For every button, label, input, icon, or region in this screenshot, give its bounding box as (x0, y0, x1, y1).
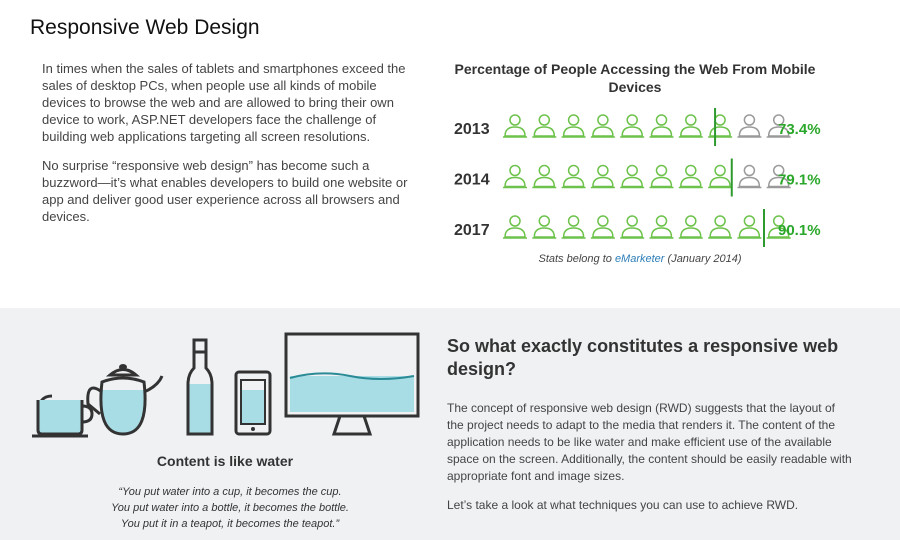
person-icon (620, 114, 645, 138)
person-icon (532, 215, 557, 239)
person-icon (590, 114, 615, 138)
page-title: Responsive Web Design (30, 16, 260, 39)
source-link[interactable]: eMarketer (614, 253, 665, 265)
person-icon (766, 215, 791, 239)
tablet-icon (234, 370, 272, 436)
rwd-heading: So what exactly constitutes a responsive… (447, 336, 839, 379)
mobile-access-chart: 2013 73.4% 2014 79.1% 2017 90.1% (454, 108, 821, 247)
water-illustration (32, 332, 420, 438)
person-icon (678, 215, 703, 239)
person-icon (708, 114, 733, 138)
year-label: 2017 (454, 222, 490, 239)
source-suffix: (January 2014) (664, 253, 742, 265)
person-icon (678, 114, 703, 138)
chart-title: Percentage of People Accessing the Web F… (454, 61, 816, 95)
quote-line: You put it in a teapot, it becomes the t… (120, 518, 340, 530)
person-icon (503, 164, 527, 189)
bottle-icon (186, 338, 214, 436)
rwd-paragraph: The concept of responsive web design (RW… (447, 401, 852, 483)
cup-icon (32, 394, 94, 438)
person-icon (649, 164, 674, 189)
value-label: 73.4% (778, 121, 821, 138)
source-prefix: Stats belong to (538, 253, 615, 265)
person-icon (708, 164, 733, 189)
person-icon (649, 114, 674, 138)
person-icon (708, 215, 733, 239)
person-icon (737, 215, 762, 239)
person-icon (766, 114, 791, 138)
person-icon (561, 215, 586, 239)
bottom-panel (0, 308, 900, 540)
person-icon (532, 114, 557, 138)
person-icon (620, 215, 645, 239)
intro-paragraph-buzzword: No surprise “responsive web design” has … (42, 158, 408, 224)
intro-paragraph: In times when the sales of tablets and s… (42, 61, 406, 144)
value-label: 79.1% (778, 172, 821, 189)
teapot-icon (86, 364, 164, 436)
person-icon (590, 164, 615, 189)
quote-line: “You put water into a cup, it becomes th… (118, 486, 342, 498)
person-icon (766, 164, 791, 189)
person-icon (532, 164, 557, 189)
person-icon (561, 164, 586, 189)
monitor-icon (284, 332, 420, 436)
person-icon (649, 215, 674, 239)
water-heading: Content is like water (156, 453, 294, 469)
person-icon (737, 164, 762, 189)
chart-source: Stats belong to eMarketer (January 2014) (440, 253, 840, 265)
rwd-paragraph-techniques: Let’s take a look at what techniques you… (447, 498, 799, 512)
year-label: 2013 (454, 121, 490, 138)
quote-line: You put water into a bottle, it becomes … (111, 502, 349, 514)
person-icon (561, 114, 586, 138)
person-icon (620, 164, 645, 189)
year-label: 2014 (454, 172, 490, 189)
person-icon (503, 114, 527, 138)
person-icon (737, 114, 762, 138)
value-label: 90.1% (778, 222, 821, 239)
person-icon (590, 215, 615, 239)
person-icon (503, 215, 527, 239)
person-icon (678, 164, 703, 189)
